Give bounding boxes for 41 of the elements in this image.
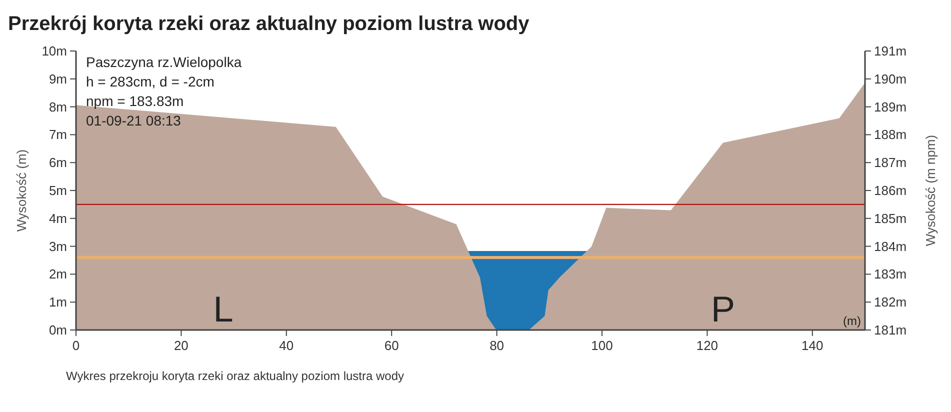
annotation: P — [710, 288, 735, 330]
x-tick-label: 80 — [490, 338, 504, 353]
x-tick-label: 0 — [72, 338, 80, 353]
y-tick-label: 3m — [48, 238, 67, 254]
x-tick-label: 100 — [591, 338, 613, 353]
y-tick-label: 5m — [48, 183, 67, 198]
y2-tick-label: 190m — [874, 71, 907, 86]
x-tick-label: 60 — [384, 338, 399, 353]
annotation: h = 283cm, d = -2cm — [86, 74, 214, 90]
annotation: L — [213, 288, 234, 330]
y2-tick-label: 182m — [874, 294, 907, 310]
x-tick-label: 120 — [696, 338, 718, 353]
x-tick-label: 40 — [279, 338, 294, 353]
annotation: (m) — [843, 314, 861, 328]
y2-axis-title: Wysokość (m npm) — [923, 134, 938, 246]
y2-tick-label: 184m — [874, 238, 907, 254]
y2-tick-label: 183m — [874, 266, 907, 282]
y2-tick-label: 191m — [874, 44, 907, 58]
y-tick-label: 4m — [48, 210, 67, 226]
text: Wykres przekroju koryta rzeki oraz aktualny poziom lustra wody — [66, 369, 404, 383]
y2-tick-label: 186m — [874, 183, 907, 198]
y2-tick-label: 189m — [874, 99, 907, 114]
y-tick-label: 10m — [42, 44, 67, 58]
y-tick-label: 8m — [48, 99, 67, 114]
chart-title: Przekrój koryta rzeki oraz aktualny poziom lustra wody — [8, 13, 530, 35]
y2-tick-label: 185m — [874, 210, 907, 226]
y-tick-label: 6m — [48, 155, 67, 170]
x-tick-label: 140 — [802, 338, 824, 353]
x-tick-label: 20 — [174, 338, 188, 353]
annotation: Paszczyna rz.Wielopolka — [86, 54, 242, 70]
y2-tick-label: 181m — [874, 322, 907, 338]
y-tick-label: 2m — [48, 266, 67, 282]
y-tick-label: 9m — [48, 71, 67, 86]
y-tick-label: 0m — [48, 322, 67, 338]
annotation: npm = 183.83m — [86, 93, 184, 109]
y-tick-label: 1m — [48, 294, 67, 310]
y-axis-title: Wysokość (m) — [14, 149, 29, 232]
y-tick-label: 7m — [48, 127, 67, 142]
y2-tick-label: 187m — [874, 155, 907, 170]
y2-tick-label: 188m — [874, 127, 907, 142]
annotation: 01-09-21 08:13 — [86, 112, 182, 128]
